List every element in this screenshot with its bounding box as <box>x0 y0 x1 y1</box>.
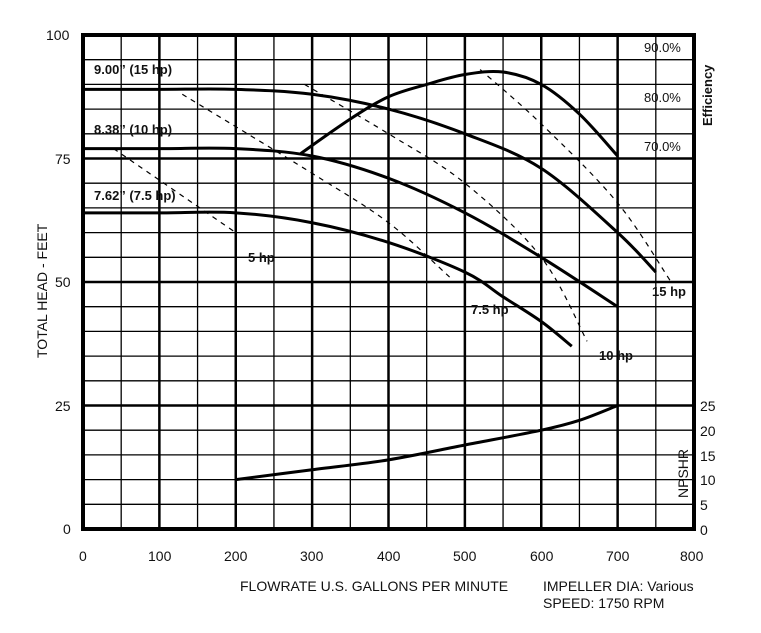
curve-15-hp <box>479 69 672 283</box>
npshr-tick-5: 5 <box>700 497 708 513</box>
y-tick-0: 0 <box>63 521 71 537</box>
plot-border <box>81 33 696 531</box>
efficiency-label-70: 70.0% <box>644 139 681 154</box>
power-label-7-5hp: 7.5 hp <box>471 302 509 317</box>
power-label-15hp: 15 hp <box>652 284 686 299</box>
y-tick-25: 25 <box>55 398 71 414</box>
npshr-tick-0: 0 <box>700 522 708 538</box>
x-tick-600: 600 <box>530 548 554 564</box>
curve-5-hp <box>113 148 237 234</box>
curve-7-5-hp <box>181 93 450 278</box>
efficiency-axis-title: Efficiency <box>700 64 715 126</box>
x-tick-300: 300 <box>300 548 324 564</box>
curve-label-7-5hp: 7.62” (7.5 hp) <box>94 188 176 203</box>
efficiency-label-90: 90.0% <box>644 40 681 55</box>
y-tick-50: 50 <box>55 274 71 290</box>
power-label-10hp: 10 hp <box>599 348 633 363</box>
x-tick-400: 400 <box>377 548 401 564</box>
x-tick-800: 800 <box>680 548 704 564</box>
curve-npshr <box>235 404 619 482</box>
curve-label-15hp: 9.00” (15 hp) <box>94 62 173 77</box>
curve-label-10hp: 8.38” (10 hp) <box>94 122 173 137</box>
x-tick-0: 0 <box>79 548 87 564</box>
x-tick-500: 500 <box>453 548 477 564</box>
x-tick-700: 700 <box>606 548 630 564</box>
x-tick-100: 100 <box>148 548 172 564</box>
x-axis-title: FLOWRATE U.S. GALLONS PER MINUTE <box>240 578 509 594</box>
npshr-tick-25: 25 <box>700 398 716 414</box>
speed-note: SPEED: 1750 RPM <box>543 595 665 611</box>
curve-9-00-15-hp- <box>83 87 657 274</box>
npshr-tick-20: 20 <box>700 423 716 439</box>
y-tick-75: 75 <box>55 151 71 167</box>
curve-efficiency <box>299 69 619 158</box>
efficiency-label-80: 80.0% <box>644 90 681 105</box>
y-axis-title: TOTAL HEAD - FEET <box>34 223 50 358</box>
npshr-axis-title: NPSHR <box>675 448 691 498</box>
y-tick-100: 100 <box>46 27 70 43</box>
curves <box>83 69 672 482</box>
npshr-tick-10: 10 <box>700 472 716 488</box>
x-tick-200: 200 <box>224 548 248 564</box>
npshr-tick-15: 15 <box>700 448 716 464</box>
curve-7-62-7-5-hp- <box>83 210 573 348</box>
power-label-5hp: 5 hp <box>248 250 275 265</box>
impeller-note: IMPELLER DIA: Various <box>543 578 694 594</box>
curve-8-38-10-hp- <box>83 146 619 308</box>
